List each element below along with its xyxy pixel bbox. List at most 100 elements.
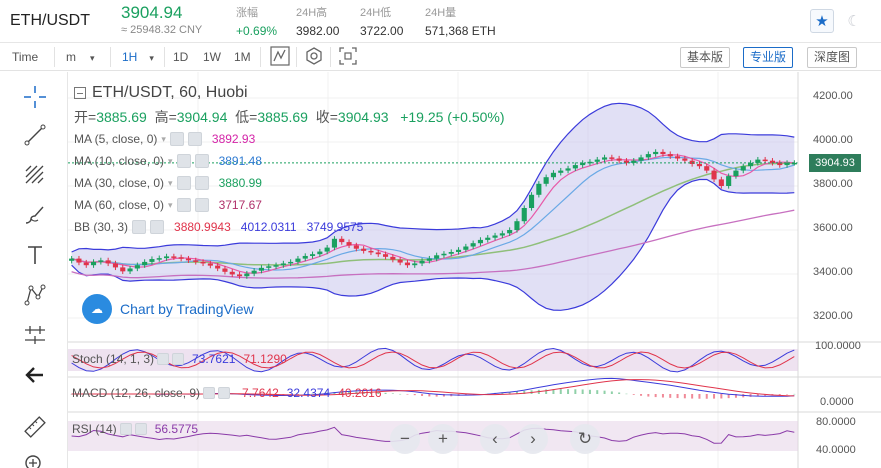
indicator-name: MA (5, close, 0) xyxy=(74,132,158,146)
macd-histogram-bar xyxy=(793,393,796,395)
bollinger-band-fill xyxy=(71,103,795,311)
pair-name: ETH/USDT xyxy=(10,12,90,29)
close-icon[interactable] xyxy=(218,387,231,399)
stat-label: 24H高 xyxy=(296,7,328,19)
brush-icon[interactable] xyxy=(18,200,52,230)
view-basic-button[interactable]: 基本版 xyxy=(680,47,731,68)
gear-icon[interactable] xyxy=(119,423,132,435)
pattern-icon[interactable] xyxy=(18,280,52,310)
zoom-out-icon[interactable]: − xyxy=(390,424,420,454)
trend-line-icon[interactable] xyxy=(18,120,52,150)
text-icon[interactable] xyxy=(18,240,52,270)
gear-icon[interactable] xyxy=(176,198,191,212)
candle-body xyxy=(163,256,170,259)
view-pro-button[interactable]: 专业版 xyxy=(743,47,794,68)
screenshot-icon[interactable] xyxy=(338,46,358,65)
gear-icon[interactable] xyxy=(176,176,191,190)
macd-legend[interactable]: MACD (12, 26, close, 9) -7.7642 32.4374 … xyxy=(72,386,382,400)
candle-body xyxy=(193,260,199,262)
macd-histogram-bar xyxy=(691,394,694,399)
ma60-legend[interactable]: MA (60, close, 0) ▾ 3717.67 xyxy=(74,198,262,212)
macd-histogram-bar xyxy=(552,389,555,394)
macd-histogram-bar xyxy=(442,394,445,397)
zoom-in-icon[interactable]: + xyxy=(428,424,458,454)
chart-area[interactable]: ETH/USDT, 60, Huobi 开=3885.69 高=3904.94 … xyxy=(68,72,881,468)
close-icon[interactable] xyxy=(194,198,209,212)
chevron-down-icon: ▾ xyxy=(168,199,173,210)
candle-body xyxy=(674,156,681,159)
macd-hist-value: -7.7642 xyxy=(238,386,279,400)
indicator-value: 3880.99 xyxy=(218,176,262,190)
candle-body xyxy=(755,159,761,163)
hour-interval-dropdown[interactable]: 1H ▾ xyxy=(122,48,154,66)
macd-histogram-bar xyxy=(391,393,394,394)
gear-icon[interactable] xyxy=(157,353,170,365)
candle-body xyxy=(689,160,695,164)
macd-histogram-bar xyxy=(304,393,307,395)
bb-basis-value: 3880.9943 xyxy=(174,220,231,234)
close-icon[interactable] xyxy=(150,220,165,234)
bb-legend[interactable]: BB (30, 3) 3880.9943 4012.0311 3749.9575 xyxy=(74,220,363,234)
indicator-icon[interactable] xyxy=(270,46,290,66)
ticker-bar: ETH/USDT 3904.94 ≈ 25948.32 CNY 涨幅 +0.69… xyxy=(0,0,881,43)
ma10-line xyxy=(71,156,795,271)
rsi-value: 56.5775 xyxy=(154,422,199,436)
minute-interval-dropdown[interactable]: m ▾ xyxy=(66,48,95,66)
macd-histogram-bar xyxy=(523,390,526,394)
candle-body xyxy=(280,263,286,266)
macd-histogram-bar xyxy=(574,389,577,394)
close-icon[interactable] xyxy=(194,176,209,190)
interval-1m[interactable]: 1M xyxy=(234,50,251,64)
macd-histogram-bar xyxy=(399,393,402,395)
gear-icon[interactable] xyxy=(169,132,184,146)
candle-body xyxy=(441,253,447,256)
toolbar-divider xyxy=(164,47,165,67)
collapse-icon[interactable] xyxy=(74,87,86,99)
candle-body xyxy=(660,151,666,155)
rsi-legend[interactable]: RSI (14) 56.5775 xyxy=(72,422,198,436)
settings-icon[interactable] xyxy=(304,46,324,65)
ruler-icon[interactable] xyxy=(18,412,52,442)
close-icon[interactable] xyxy=(194,154,209,168)
scroll-right-icon[interactable]: › xyxy=(518,424,548,454)
gear-icon[interactable] xyxy=(176,154,191,168)
reset-icon[interactable]: ↻ xyxy=(570,424,600,454)
drawing-toolbar xyxy=(0,72,68,468)
candle-body xyxy=(492,235,498,238)
back-arrow-icon[interactable] xyxy=(18,360,52,390)
zoom-in-icon[interactable] xyxy=(18,450,52,468)
close-icon[interactable] xyxy=(187,132,202,146)
fib-icon[interactable] xyxy=(18,160,52,190)
ma30-legend[interactable]: MA (30, close, 0) ▾ 3880.99 xyxy=(74,176,262,190)
crosshair-icon[interactable] xyxy=(18,82,52,112)
ma5-legend[interactable]: MA (5, close, 0) ▾ 3892.93 xyxy=(74,132,255,146)
scroll-left-icon[interactable]: ‹ xyxy=(480,424,510,454)
gear-icon[interactable] xyxy=(203,387,216,399)
star-icon[interactable]: ★ xyxy=(810,9,834,33)
high-label: 高= xyxy=(154,109,177,125)
tradingview-watermark[interactable]: ☁ Chart by TradingView xyxy=(82,294,254,324)
candle-body xyxy=(185,258,192,261)
time-button[interactable]: Time xyxy=(12,50,39,64)
candle-body xyxy=(288,261,294,264)
stoch-legend[interactable]: Stoch (14, 1, 3) 73.7621 71.1290 xyxy=(72,352,287,366)
close-icon[interactable] xyxy=(172,353,185,365)
ma10-legend[interactable]: MA (10, close, 0) ▾ 3891.48 xyxy=(74,154,262,168)
macd-histogram-bar xyxy=(661,394,664,398)
moon-icon[interactable]: ☾ xyxy=(847,13,861,30)
candle-body xyxy=(536,183,542,195)
candle-body xyxy=(726,176,732,186)
toolbar-divider xyxy=(330,47,331,67)
bb-lower-value: 3749.9575 xyxy=(306,220,364,234)
measure-icon[interactable] xyxy=(18,320,52,350)
interval-1d[interactable]: 1D xyxy=(173,50,189,64)
close-icon[interactable] xyxy=(134,423,147,435)
macd-histogram-bar xyxy=(559,389,562,394)
high-value: 3904.94 xyxy=(176,109,228,125)
ma5-line xyxy=(71,154,795,274)
stoch-d-value: 71.1290 xyxy=(243,352,287,366)
view-depth-button[interactable]: 深度图 xyxy=(807,47,858,68)
candle-body xyxy=(645,154,651,158)
gear-icon[interactable] xyxy=(132,220,147,234)
interval-1w[interactable]: 1W xyxy=(203,50,221,64)
